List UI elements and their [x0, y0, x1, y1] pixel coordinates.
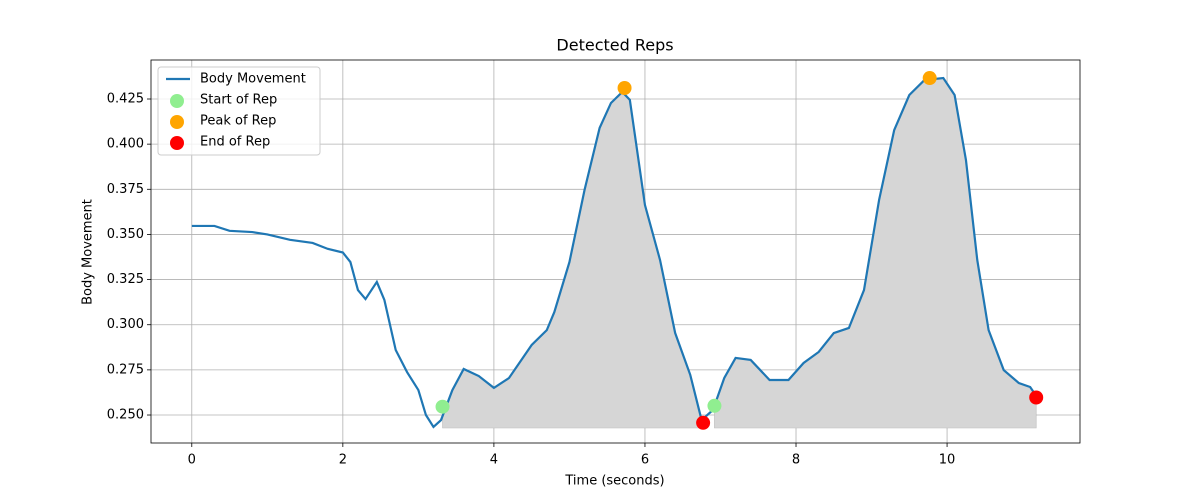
marker [707, 398, 722, 413]
y-tick-label: 0.300 [107, 317, 144, 332]
marker [1029, 390, 1044, 405]
x-tick-label: 8 [792, 453, 800, 468]
marker [922, 71, 937, 86]
x-tick-label: 2 [339, 453, 347, 468]
legend-swatch [170, 136, 184, 150]
y-tick-label: 0.250 [107, 408, 144, 423]
x-tick-label: 0 [188, 453, 196, 468]
x-tick-label: 10 [939, 453, 956, 468]
x-tick-label: 6 [641, 453, 649, 468]
marker [435, 399, 450, 414]
chart-title: Detected Reps [556, 36, 673, 55]
legend-label: Start of Rep [200, 93, 277, 108]
rep-shade [714, 77, 1037, 429]
y-axis-label: Body Movement [81, 199, 96, 305]
y-tick-label: 0.275 [107, 362, 144, 377]
marker [617, 80, 632, 95]
y-tick-label: 0.350 [107, 227, 144, 242]
legend-box [157, 66, 321, 156]
legend-label: Body Movement [200, 72, 306, 87]
legend-swatch [170, 115, 184, 129]
legend-label: End of Rep [200, 135, 270, 150]
legend-swatch [170, 94, 184, 108]
line-series [191, 76, 1039, 429]
legend-label: Peak of Rep [200, 114, 276, 129]
x-axis-label: Time (seconds) [564, 474, 664, 489]
y-tick-label: 0.425 [107, 92, 144, 107]
y-tick-label: 0.400 [107, 137, 144, 152]
marker [696, 415, 711, 430]
y-tick-label: 0.375 [107, 182, 144, 197]
y-tick-label: 0.325 [107, 272, 144, 287]
plot-frame [150, 59, 1081, 444]
x-tick-label: 4 [490, 453, 498, 468]
